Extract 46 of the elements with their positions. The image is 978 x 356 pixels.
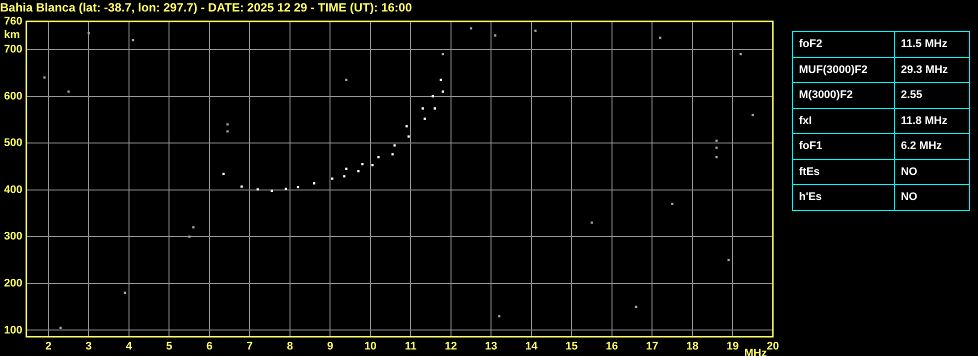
x-tick-label: 5 [166, 340, 172, 352]
x-axis-title: MHz [744, 347, 768, 356]
point [361, 162, 364, 166]
text: 6.2 MHz [900, 140, 942, 152]
y-tick-label: 600 [4, 90, 22, 102]
category-label: M(3000)F2 [792, 82, 894, 108]
x-tick-label: 15 [566, 340, 578, 352]
x-tick-label: 8 [286, 340, 294, 352]
x-tick-label: 16 [606, 340, 618, 352]
y-axis-title: km [4, 28, 20, 41]
x-tick-label: 7 [246, 340, 253, 352]
x-tick-label: 19 [726, 340, 739, 352]
x-tick-label: 2 [45, 340, 52, 352]
text: 11.8 MHz [900, 114, 948, 127]
category-label: foF2 [792, 32, 894, 57]
text: NO [900, 166, 918, 178]
point [442, 90, 444, 93]
y-tick-label: 500 [4, 137, 22, 150]
x-tick-label: 20 [766, 340, 780, 352]
x-tick-label: 13 [485, 340, 498, 352]
text: 11.5 MHz [900, 38, 948, 50]
category-label: ftEs [792, 159, 894, 184]
category-label: foF1 [792, 134, 894, 159]
x-tick-label: 4 [126, 340, 133, 352]
y-tick-label: 200 [4, 277, 22, 290]
x-tick-label: 6 [206, 340, 213, 352]
y-tick-label: 760 [4, 15, 22, 28]
text: 2.55 [900, 89, 922, 102]
x-tick-label: 11 [404, 340, 417, 352]
text: 29.3 MHz [900, 64, 948, 76]
text: NO [900, 191, 918, 204]
x-tick-label: 3 [86, 340, 92, 352]
category-label: h'Es [792, 184, 894, 210]
y-tick-label: 100 [4, 324, 22, 336]
category-label: MUF(3000)F2 [792, 57, 894, 82]
category-label: fxI [792, 108, 894, 134]
x-tick-label: 10 [364, 340, 377, 352]
y-tick-label: 700 [4, 44, 22, 56]
x-tick-label: 14 [525, 340, 538, 352]
x-tick-label: 18 [686, 340, 699, 352]
x-tick-label: 17 [646, 340, 658, 352]
x-tick-label: 12 [444, 340, 458, 352]
y-tick-label: 400 [4, 184, 22, 196]
x-tick-label: 9 [327, 340, 334, 352]
chart-title: Bahia Blanca (lat: -38.7, lon: 297.7) - DATE: 2025 12 29 - TIME (UT): 16:00 [0, 0, 412, 15]
y-tick-label: 300 [4, 230, 22, 243]
